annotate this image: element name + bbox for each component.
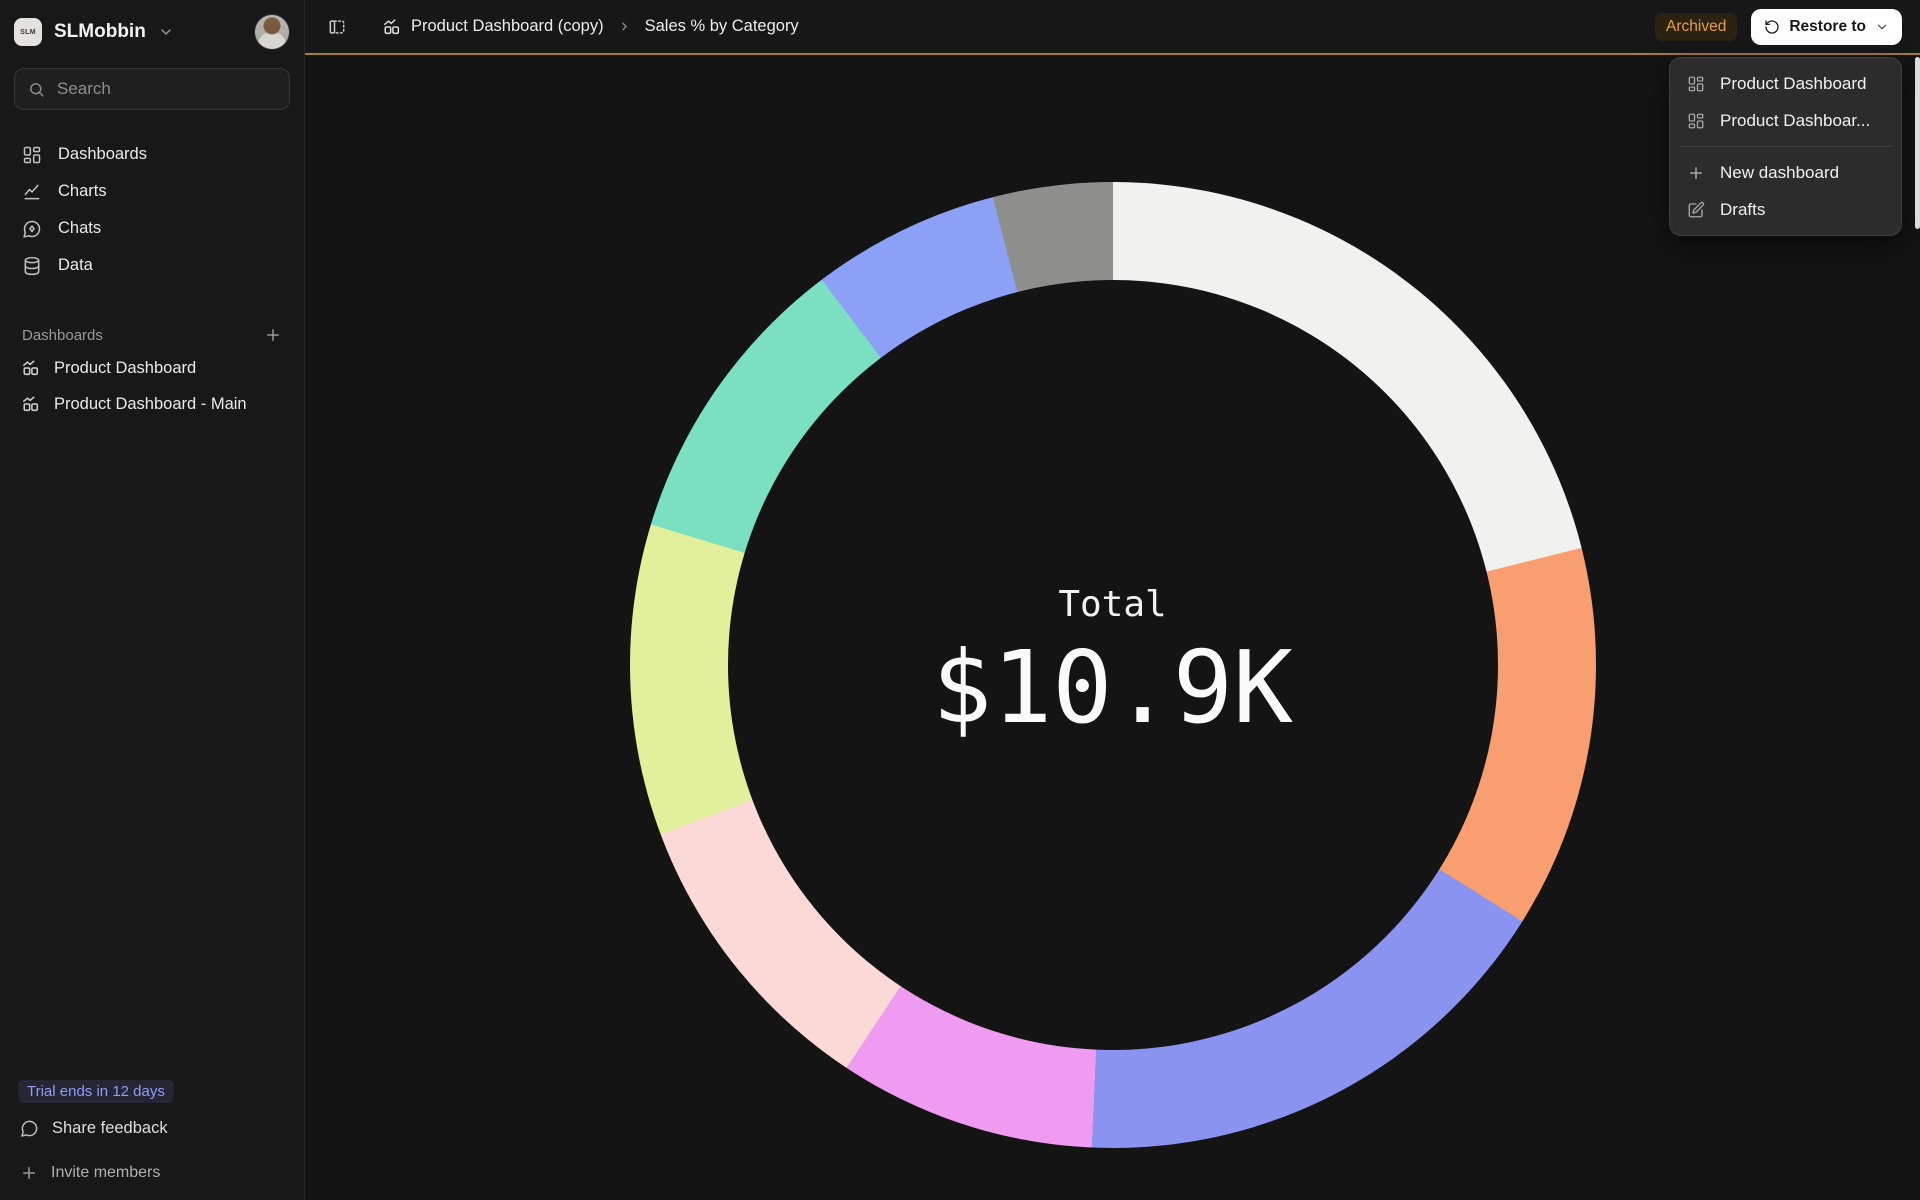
share-feedback-button[interactable]: Share feedback	[14, 1119, 290, 1138]
breadcrumb-label: Product Dashboard (copy)	[411, 17, 604, 35]
sidebar-item-product-dashboard[interactable]: Product Dashboard	[14, 350, 290, 386]
donut-hole: Total $10.9K	[727, 280, 1498, 1050]
restore-to-button[interactable]: Restore to	[1751, 8, 1902, 45]
menu-item-label: New dashboard	[1720, 162, 1840, 182]
restore-icon	[1764, 19, 1780, 35]
restore-dropdown-menu: Product Dashboard Product Dashboar... Ne…	[1669, 57, 1902, 236]
workspace-logo: SLM	[14, 18, 42, 46]
menu-item-drafts[interactable]: Drafts	[1676, 191, 1895, 228]
feedback-bubble-icon	[20, 1119, 39, 1138]
sidebar-item-label: Charts	[58, 182, 107, 200]
donut-chart[interactable]: Total $10.9K	[629, 182, 1596, 1148]
breadcrumb-dashboard[interactable]: Product Dashboard (copy)	[383, 17, 604, 36]
search-box[interactable]	[14, 68, 290, 110]
donut-total-value: $10.9K	[931, 629, 1294, 746]
sidebar-item-product-dashboard-main[interactable]: Product Dashboard - Main	[14, 386, 290, 422]
sidebar-item-label: Chats	[58, 219, 102, 237]
dashboard-icon	[1687, 75, 1705, 93]
primary-nav: Dashboards Charts Chats Data	[14, 136, 290, 284]
menu-item-product-dashboard[interactable]: Product Dashboard	[1676, 65, 1895, 102]
menu-item-product-dashboard-2[interactable]: Product Dashboar...	[1676, 102, 1895, 139]
sidebar-footer: Trial ends in 12 days Share feedback Inv…	[14, 1080, 290, 1182]
search-input[interactable]	[57, 79, 276, 99]
plus-icon	[1687, 164, 1705, 182]
donut-total-label: Total	[1058, 584, 1167, 625]
menu-item-new-dashboard[interactable]: New dashboard	[1676, 154, 1895, 191]
dashboard-icon	[1687, 112, 1705, 130]
user-avatar[interactable]	[254, 14, 290, 50]
search-icon	[28, 81, 45, 98]
sidebar-item-chats[interactable]: Chats	[14, 210, 290, 247]
main-area: Product Dashboard (copy) Sales % by Cate…	[305, 0, 1920, 1200]
sidebar-toggle-icon[interactable]	[327, 17, 347, 37]
dashboards-section: Dashboards Product Dashboard Product Das…	[14, 320, 290, 422]
chart-canvas: Total $10.9K	[305, 55, 1920, 1200]
chats-icon	[22, 219, 42, 239]
menu-divider	[1680, 146, 1891, 147]
workspace-switcher[interactable]: SLM SLMobbin	[14, 12, 290, 52]
dashboard-icon	[383, 18, 401, 36]
invite-members-button[interactable]: Invite members	[14, 1164, 290, 1182]
chevron-down-icon	[1875, 20, 1889, 34]
sidebar-item-data[interactable]: Data	[14, 247, 290, 284]
restore-to-label: Restore to	[1789, 17, 1866, 35]
archived-badge: Archived	[1655, 12, 1738, 41]
dashboard-item-label: Product Dashboard	[54, 358, 197, 377]
sidebar-item-label: Dashboards	[58, 145, 147, 163]
menu-item-label: Drafts	[1720, 199, 1766, 219]
workspace-name: SLMobbin	[54, 21, 146, 42]
scrollbar-thumb[interactable]	[1915, 57, 1920, 229]
dashboard-icon	[22, 359, 40, 377]
menu-item-label: Product Dashboard	[1720, 73, 1867, 93]
dashboards-icon	[22, 145, 42, 165]
plus-icon	[20, 1164, 38, 1182]
sidebar-item-charts[interactable]: Charts	[14, 173, 290, 210]
dashboards-section-title: Dashboards	[22, 326, 103, 344]
trial-badge: Trial ends in 12 days	[18, 1080, 174, 1103]
sidebar-item-dashboards[interactable]: Dashboards	[14, 136, 290, 173]
chevron-right-icon	[618, 20, 631, 33]
add-dashboard-button[interactable]	[264, 326, 282, 344]
edit-icon	[1687, 201, 1705, 219]
chevron-down-icon	[158, 24, 174, 40]
topbar: Product Dashboard (copy) Sales % by Cate…	[305, 0, 1920, 55]
dashboard-icon	[22, 395, 40, 413]
menu-item-label: Product Dashboar...	[1720, 110, 1871, 130]
sidebar: SLM SLMobbin Dashboards Charts	[0, 0, 305, 1200]
breadcrumb-chart[interactable]: Sales % by Category	[645, 17, 799, 36]
dashboard-item-label: Product Dashboard - Main	[54, 394, 247, 413]
sidebar-item-label: Data	[58, 256, 93, 274]
data-icon	[22, 256, 42, 276]
invite-members-label: Invite members	[51, 1164, 161, 1181]
charts-icon	[22, 182, 42, 202]
share-feedback-label: Share feedback	[52, 1119, 168, 1137]
breadcrumb-label: Sales % by Category	[644, 17, 799, 35]
